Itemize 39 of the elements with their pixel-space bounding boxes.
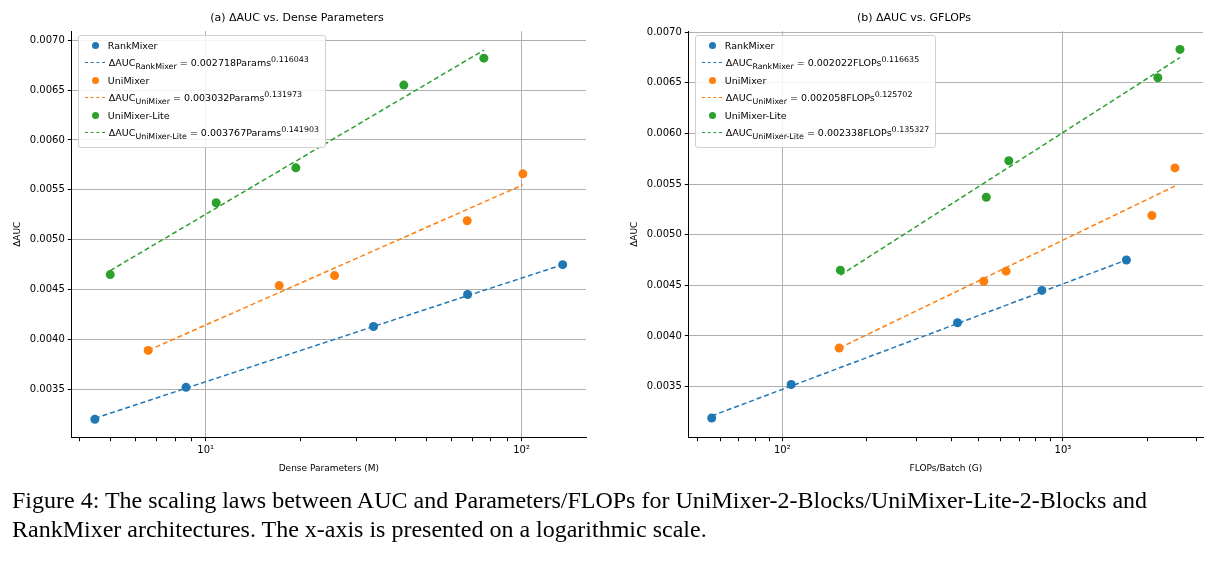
legend-label: UniMixer — [107, 75, 150, 87]
y-axis-title: ΔAUC — [628, 221, 639, 247]
x-tick-label: 10² — [513, 443, 530, 455]
y-tick-label: 0.0045 — [29, 283, 65, 295]
x-tick-label: 10³ — [1054, 443, 1072, 455]
chart-title: (b) ΔAUC vs. GFLOPs — [857, 11, 972, 25]
y-tick-label: 0.0055 — [646, 177, 682, 189]
caption: Figure 4: The scaling laws between AUC and Parameters/FLOPs for UniMixer-2-Blocks/UniMixer-Lite-2-Blocks and RankMixer architectures. The x-axis is presented on a logarithmic scale. — [11, 486, 1149, 544]
legend-label: ΔAUC$_{RankMixer}$ = 0.002718Params$^{0.116043}$ — [108, 55, 309, 72]
legend-label: UniMixer-Lite — [107, 110, 170, 122]
y-tick-label: 0.0045 — [646, 278, 682, 290]
y-axis-title: ΔAUC — [11, 221, 22, 247]
legend-label: UniMixer-Lite — [724, 110, 787, 122]
x-tick-label: 10¹ — [197, 443, 214, 455]
y-tick-label: 0.0070 — [646, 25, 682, 37]
y-tick-label: 0.0040 — [646, 329, 682, 341]
y-tick-label: 0.0060 — [646, 127, 682, 139]
y-tick-label: 0.0040 — [29, 333, 65, 345]
legend-label: ΔAUC$_{UniMixer-Lite}$ = 0.003767Params$^{0.141903}$ — [108, 125, 319, 142]
y-tick-label: 0.0065 — [29, 83, 65, 95]
y-tick-label: 0.0035 — [29, 382, 65, 394]
x-axis-title: Dense Parameters (M) — [278, 462, 380, 473]
legend-label: RankMixer — [107, 40, 158, 52]
y-tick-label: 0.0070 — [29, 33, 65, 45]
legend-label: RankMixer — [724, 40, 775, 52]
legend-label: ΔAUC$_{UniMixer}$ = 0.003032Params$^{0.131973}$ — [108, 90, 303, 107]
legend-label: UniMixer — [724, 75, 767, 87]
x-axis-title: FLOPs/Batch (G) — [909, 462, 983, 473]
legend-label: ΔAUC$_{RankMixer}$ = 0.002022FLOPs$^{0.116635}$ — [725, 55, 920, 72]
y-tick-label: 0.0050 — [29, 233, 65, 245]
y-tick-label: 0.0050 — [646, 228, 682, 240]
legend-label: ΔAUC$_{UniMixer-Lite}$ = 0.002338FLOPs$^{0.135327}$ — [725, 125, 930, 142]
y-tick-label: 0.0035 — [646, 380, 682, 392]
y-tick-label: 0.0055 — [29, 183, 65, 195]
y-tick-label: 0.0060 — [29, 133, 65, 145]
chart-title: (a) ΔAUC vs. Dense Parameters — [210, 11, 385, 25]
y-tick-label: 0.0065 — [646, 76, 682, 88]
x-tick-label: 10² — [774, 443, 791, 455]
legend-label: ΔAUC$_{UniMixer}$ = 0.002058FLOPs$^{0.125702}$ — [725, 90, 913, 107]
